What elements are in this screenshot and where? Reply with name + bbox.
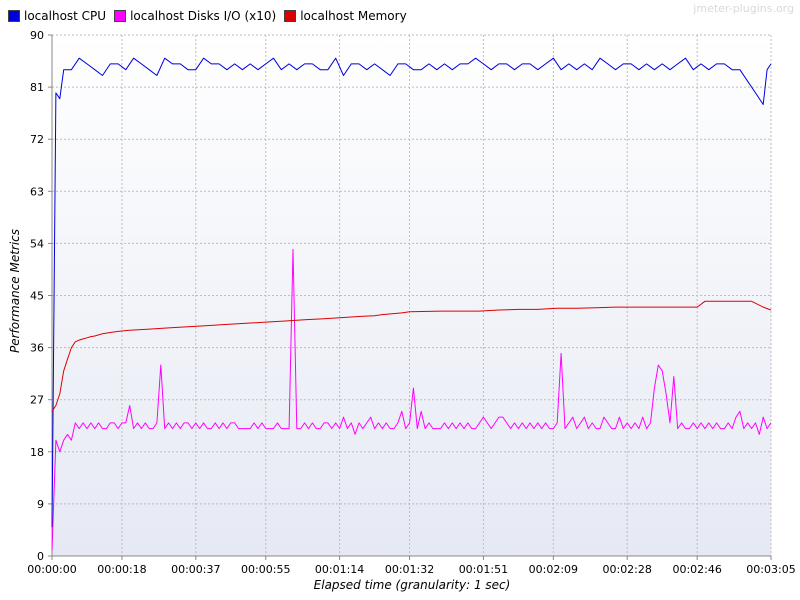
legend-label-disks: localhost Disks I/O (x10)	[130, 9, 277, 23]
y-tick-label: 9	[37, 498, 44, 511]
y-tick-label: 0	[37, 550, 44, 563]
y-tick-label: 63	[30, 185, 44, 198]
x-tick-label: 00:00:18	[97, 563, 146, 576]
legend-label-memory: localhost Memory	[300, 9, 407, 23]
series-line-cpu	[51, 57, 772, 528]
y-tick-label: 18	[30, 446, 44, 459]
x-tick-label: 00:02:46	[672, 563, 721, 576]
legend-label-cpu: localhost CPU	[24, 9, 107, 23]
legend-item-memory: localhost Memory	[284, 9, 407, 23]
y-tick-label: 36	[30, 342, 44, 355]
y-axis-label: Performance Metrics	[8, 229, 22, 353]
x-tick-label: 00:01:14	[315, 563, 364, 576]
x-axis-label: Elapsed time (granularity: 1 sec)	[314, 578, 511, 592]
x-tick-label: 00:01:51	[459, 563, 508, 576]
y-tick-label: 54	[30, 237, 44, 250]
x-tick-label: 00:03:05	[746, 563, 795, 576]
y-tick-label: 45	[30, 290, 44, 303]
x-tick-label: 00:00:37	[171, 563, 220, 576]
x-tick-label: 00:01:32	[385, 563, 434, 576]
x-axis: 00:00:00 00:00:18 00:00:37 00:00:55 00:01:14…	[27, 555, 796, 576]
series-line-disks	[51, 248, 772, 551]
gridlines	[52, 34, 772, 556]
legend-swatch-disks	[114, 10, 127, 22]
y-tick-label: 72	[30, 133, 44, 146]
x-tick-label: 00:00:55	[241, 563, 290, 576]
legend-swatch-memory	[284, 10, 297, 22]
x-tick-label: 00:00:00	[27, 563, 76, 576]
x-tick-label: 00:02:09	[529, 563, 578, 576]
series-line-memory	[51, 300, 772, 412]
legend-swatch-cpu	[8, 10, 20, 22]
y-axis: 0 9 18 27 36 45 54 63 72 81 90	[30, 29, 53, 563]
series-lines	[51, 57, 772, 551]
y-tick-label: 90	[30, 29, 44, 42]
watermark: jmeter-plugins.org	[693, 2, 794, 15]
chart-legend: localhost CPU localhost Disks I/O (x10) …	[8, 6, 407, 26]
y-tick-label: 27	[30, 394, 44, 407]
x-tick-label: 00:02:28	[602, 563, 651, 576]
plot-area	[52, 35, 771, 556]
legend-item-disks: localhost Disks I/O (x10)	[114, 9, 276, 23]
y-tick-label: 81	[30, 81, 44, 94]
legend-item-cpu: localhost CPU	[8, 9, 106, 23]
